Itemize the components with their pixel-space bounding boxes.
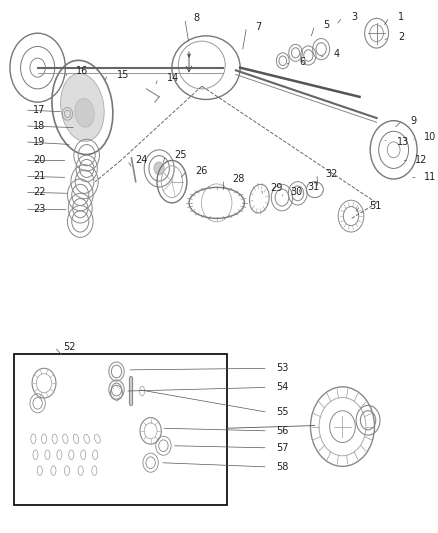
- Text: 55: 55: [276, 407, 289, 417]
- Text: 32: 32: [325, 169, 338, 179]
- Text: 51: 51: [369, 200, 381, 211]
- Text: 14: 14: [167, 73, 179, 83]
- Text: 16: 16: [76, 67, 88, 76]
- Text: 26: 26: [195, 166, 208, 176]
- Text: 7: 7: [255, 22, 261, 32]
- Text: 18: 18: [33, 121, 46, 131]
- Text: 56: 56: [276, 426, 289, 436]
- Text: 17: 17: [33, 105, 46, 115]
- Text: 58: 58: [276, 462, 289, 472]
- Text: 22: 22: [33, 187, 46, 197]
- Text: 23: 23: [33, 204, 46, 214]
- Text: 30: 30: [290, 187, 303, 197]
- Circle shape: [154, 162, 164, 175]
- Text: 29: 29: [270, 183, 283, 193]
- Text: 2: 2: [398, 33, 404, 43]
- Text: 15: 15: [117, 70, 129, 79]
- Text: 28: 28: [233, 174, 245, 184]
- Text: 57: 57: [276, 443, 289, 453]
- Text: 19: 19: [33, 137, 46, 147]
- Text: 31: 31: [307, 182, 320, 192]
- Text: 1: 1: [398, 12, 404, 22]
- Text: 10: 10: [424, 132, 436, 142]
- Text: 8: 8: [193, 13, 199, 23]
- Text: 12: 12: [415, 156, 427, 165]
- Text: 25: 25: [174, 150, 187, 160]
- Text: 3: 3: [351, 12, 357, 22]
- Text: 21: 21: [33, 172, 46, 181]
- Text: 9: 9: [411, 116, 417, 126]
- Text: 20: 20: [33, 156, 46, 165]
- Text: 52: 52: [63, 342, 76, 352]
- Text: 4: 4: [334, 50, 340, 59]
- Ellipse shape: [75, 98, 94, 127]
- Text: 54: 54: [276, 382, 289, 392]
- Text: 5: 5: [323, 20, 329, 30]
- Bar: [14, 354, 227, 505]
- Text: 13: 13: [397, 137, 409, 147]
- Text: 24: 24: [136, 156, 148, 165]
- Text: 6: 6: [300, 58, 306, 67]
- Text: 11: 11: [424, 172, 436, 182]
- Text: 53: 53: [276, 364, 289, 373]
- Ellipse shape: [60, 74, 104, 141]
